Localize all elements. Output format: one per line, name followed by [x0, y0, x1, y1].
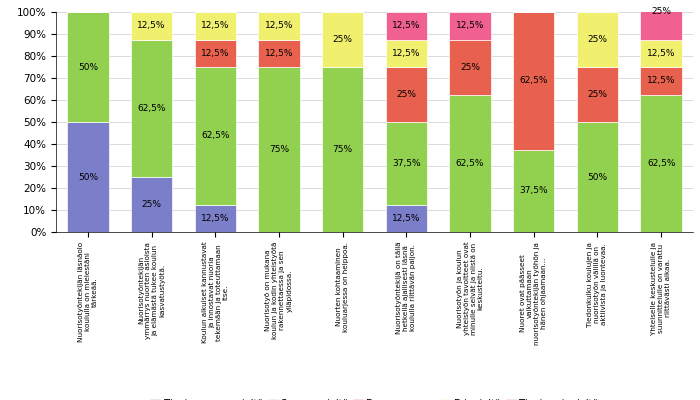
Text: 50%: 50%	[78, 62, 98, 72]
Bar	[386, 67, 427, 122]
Text: 37,5%: 37,5%	[392, 159, 421, 168]
Bar	[386, 204, 427, 232]
Text: 25%: 25%	[587, 90, 608, 99]
Text: 12,5%: 12,5%	[137, 21, 166, 30]
Bar	[386, 12, 427, 40]
Bar	[577, 122, 618, 232]
Bar	[640, 40, 682, 67]
Bar	[640, 67, 682, 94]
Text: 25%: 25%	[332, 35, 353, 44]
Text: 12,5%: 12,5%	[392, 214, 421, 223]
Bar	[577, 67, 618, 122]
Legend: Täysin samaa mieltä, Samaa mieltä, En osaa sanoa, Eri mieltä, Täysin eri mieltä: Täysin samaa mieltä, Samaa mieltä, En os…	[146, 395, 603, 400]
Bar	[577, 12, 618, 67]
Bar	[195, 12, 236, 40]
Bar	[513, 12, 554, 150]
Bar	[386, 122, 427, 204]
Bar	[449, 12, 491, 40]
Text: 37,5%: 37,5%	[519, 186, 548, 195]
Bar	[449, 94, 491, 232]
Text: 75%: 75%	[269, 145, 289, 154]
Text: 12,5%: 12,5%	[265, 49, 293, 58]
Text: 62,5%: 62,5%	[137, 104, 166, 113]
Text: 12,5%: 12,5%	[647, 76, 676, 85]
Bar	[640, 0, 682, 40]
Bar	[258, 40, 300, 67]
Bar	[513, 150, 554, 232]
Text: 12,5%: 12,5%	[201, 21, 230, 30]
Text: 75%: 75%	[332, 145, 353, 154]
Text: 25%: 25%	[651, 8, 671, 16]
Text: 12,5%: 12,5%	[265, 21, 293, 30]
Text: 62,5%: 62,5%	[647, 159, 676, 168]
Text: 25%: 25%	[141, 200, 162, 209]
Bar	[67, 12, 108, 122]
Bar	[322, 12, 363, 67]
Text: 25%: 25%	[460, 62, 480, 72]
Bar	[131, 40, 172, 177]
Bar	[386, 40, 427, 67]
Text: 50%: 50%	[587, 172, 608, 182]
Bar	[195, 204, 236, 232]
Bar	[67, 122, 108, 232]
Text: 62,5%: 62,5%	[201, 131, 230, 140]
Bar	[131, 177, 172, 232]
Text: 12,5%: 12,5%	[456, 21, 484, 30]
Bar	[258, 12, 300, 40]
Text: 12,5%: 12,5%	[392, 49, 421, 58]
Bar	[195, 40, 236, 67]
Bar	[322, 67, 363, 232]
Bar	[195, 67, 236, 204]
Text: 12,5%: 12,5%	[392, 21, 421, 30]
Text: 62,5%: 62,5%	[519, 76, 548, 85]
Text: 12,5%: 12,5%	[201, 214, 230, 223]
Bar	[131, 12, 172, 40]
Text: 12,5%: 12,5%	[201, 49, 230, 58]
Text: 62,5%: 62,5%	[456, 159, 484, 168]
Text: 25%: 25%	[587, 35, 608, 44]
Text: 12,5%: 12,5%	[647, 49, 676, 58]
Text: 25%: 25%	[396, 90, 416, 99]
Text: 50%: 50%	[78, 172, 98, 182]
Bar	[449, 40, 491, 94]
Bar	[640, 94, 682, 232]
Bar	[258, 67, 300, 232]
